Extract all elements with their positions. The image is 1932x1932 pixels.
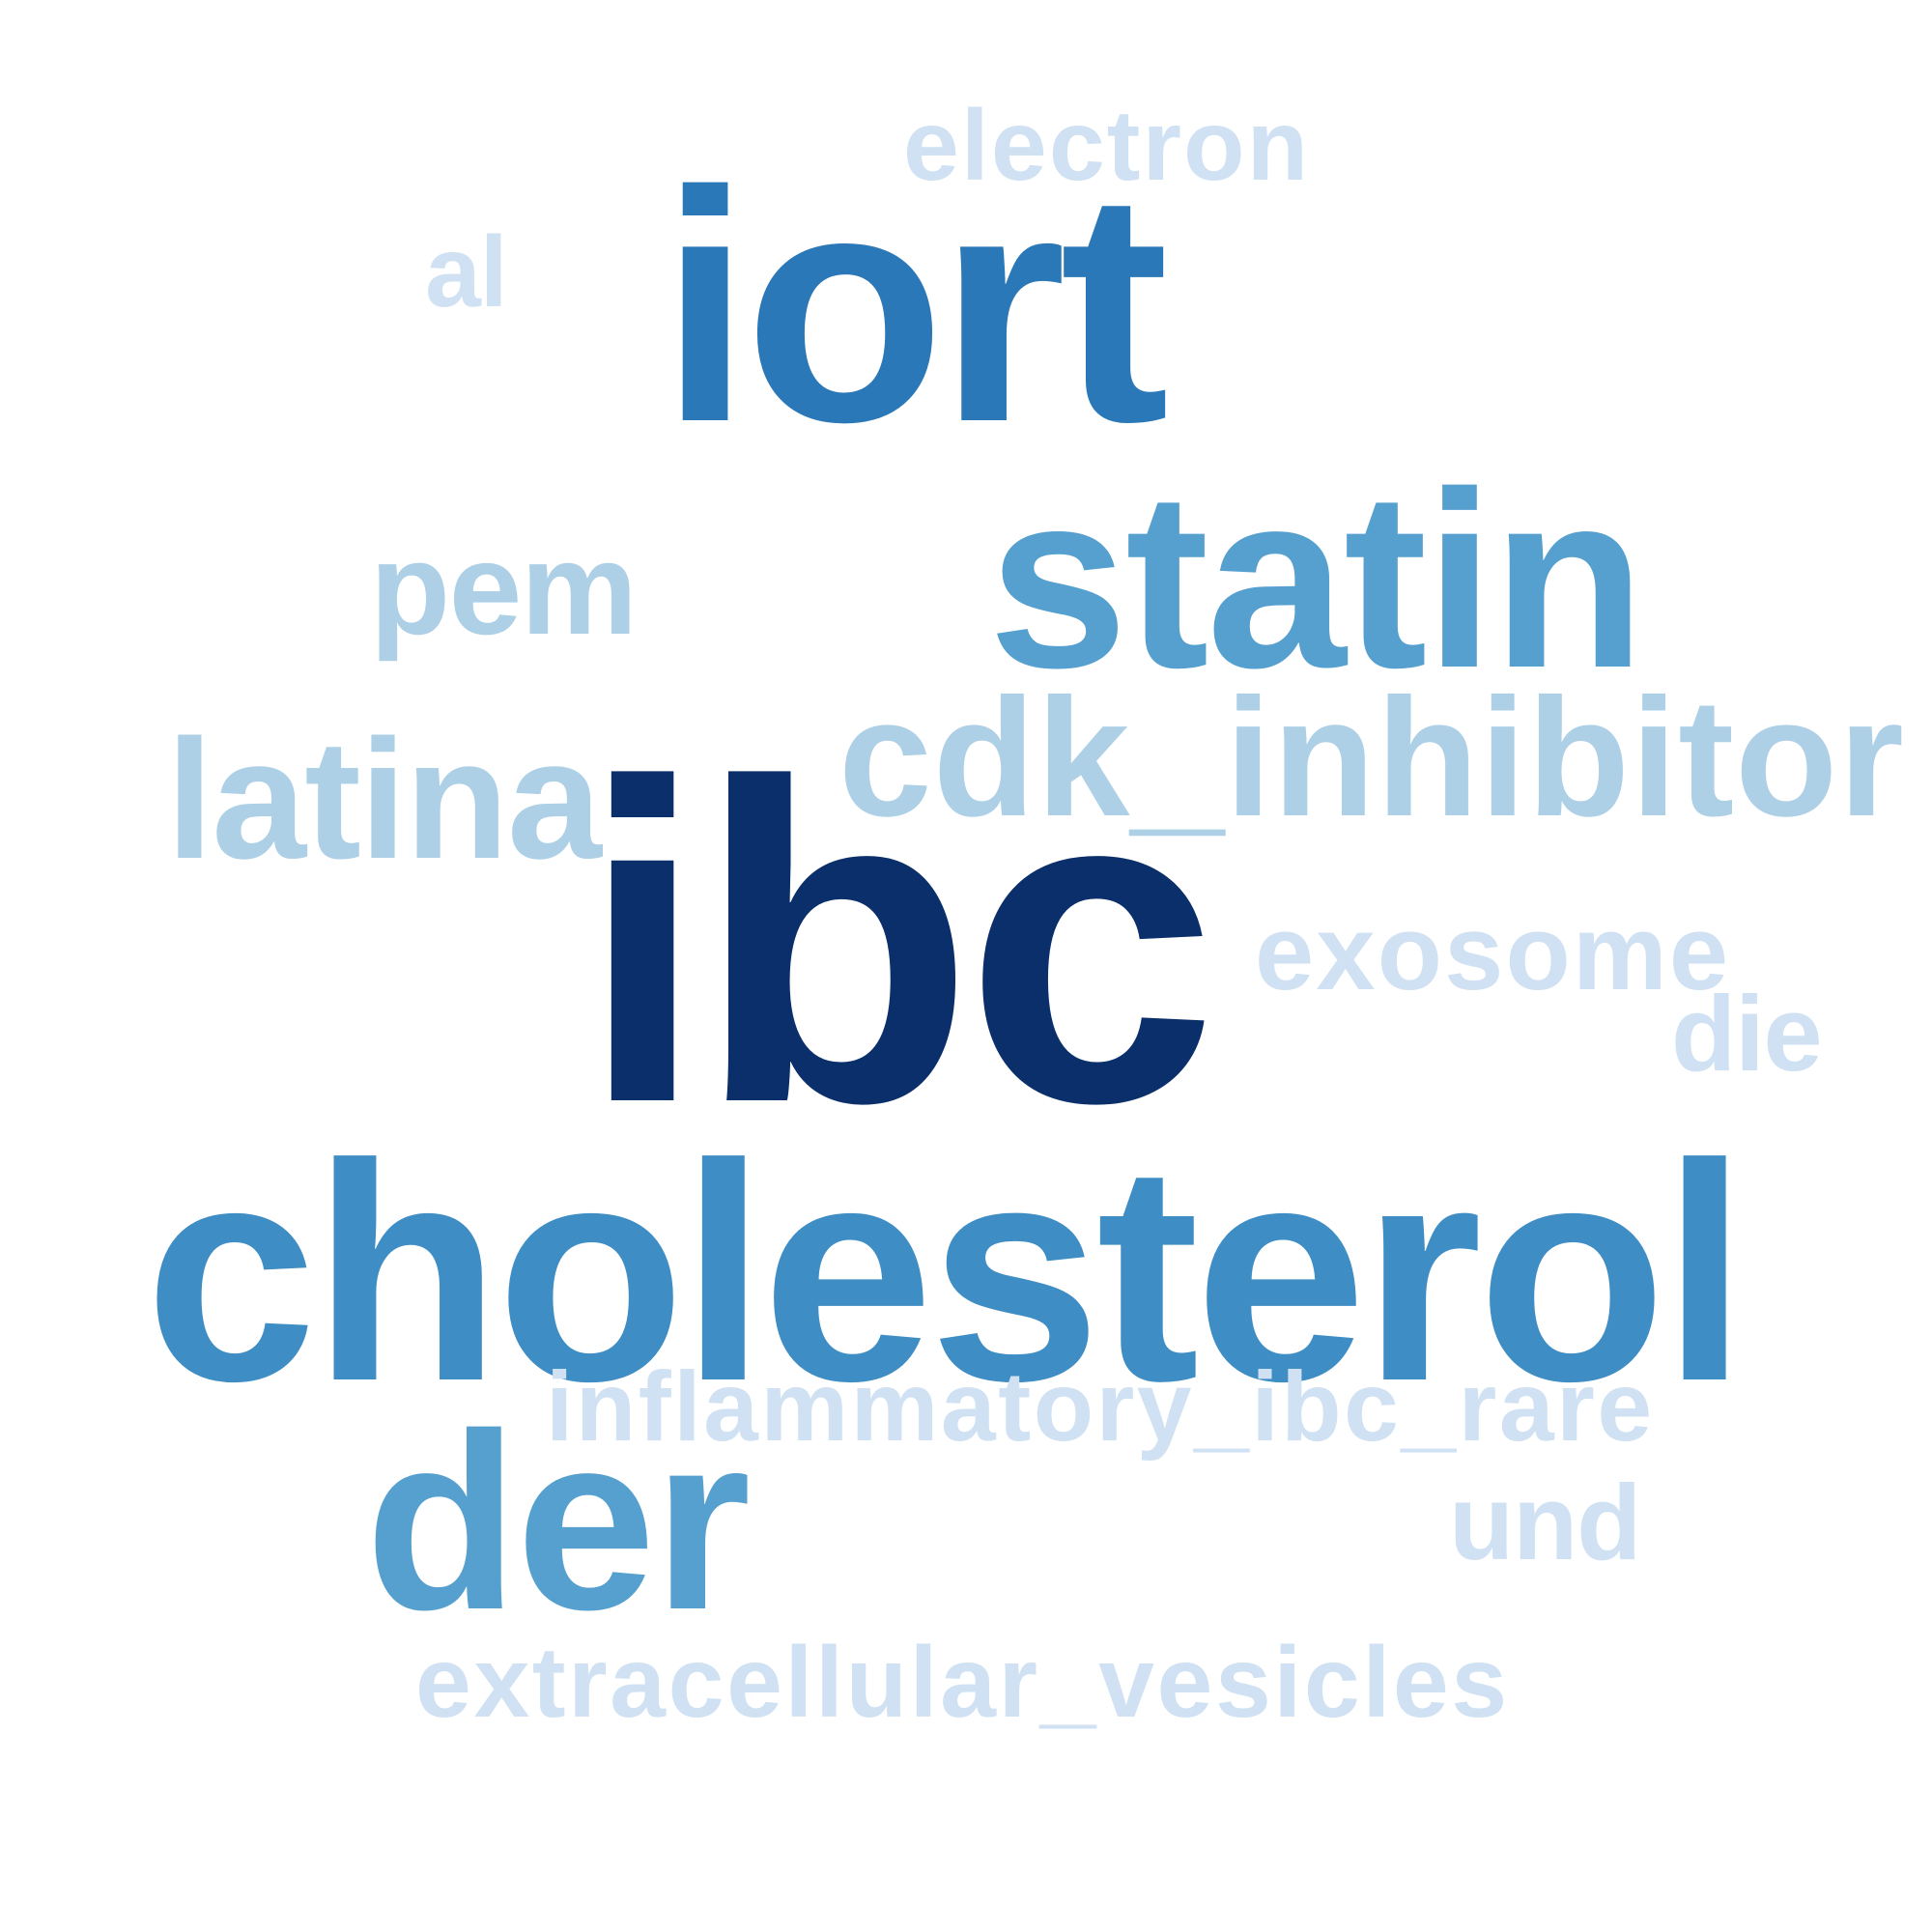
word-exosome: exosome — [1255, 894, 1731, 1012]
word-iort: iort — [660, 124, 1169, 491]
word-latina: latina — [166, 705, 602, 895]
word-statin: statin — [988, 440, 1645, 721]
word-electron: electron — [903, 90, 1311, 202]
word-der: der — [365, 1382, 751, 1662]
word-cdk-inhibitor: cdk_inhibitor — [838, 663, 1905, 851]
word-pem: pem — [370, 515, 638, 662]
word-extracellular-vesicles: extracellular_vesicles — [415, 1627, 1510, 1739]
word-inflammatory-ibc-rare: inflammatory_ibc_rare — [546, 1351, 1655, 1462]
word-al: al — [425, 216, 508, 328]
word-ibc: ibc — [580, 690, 1217, 1197]
word-und: und — [1449, 1463, 1641, 1582]
word-cholesterol: cholesterol — [145, 1099, 1747, 1445]
word-die: die — [1671, 975, 1823, 1094]
